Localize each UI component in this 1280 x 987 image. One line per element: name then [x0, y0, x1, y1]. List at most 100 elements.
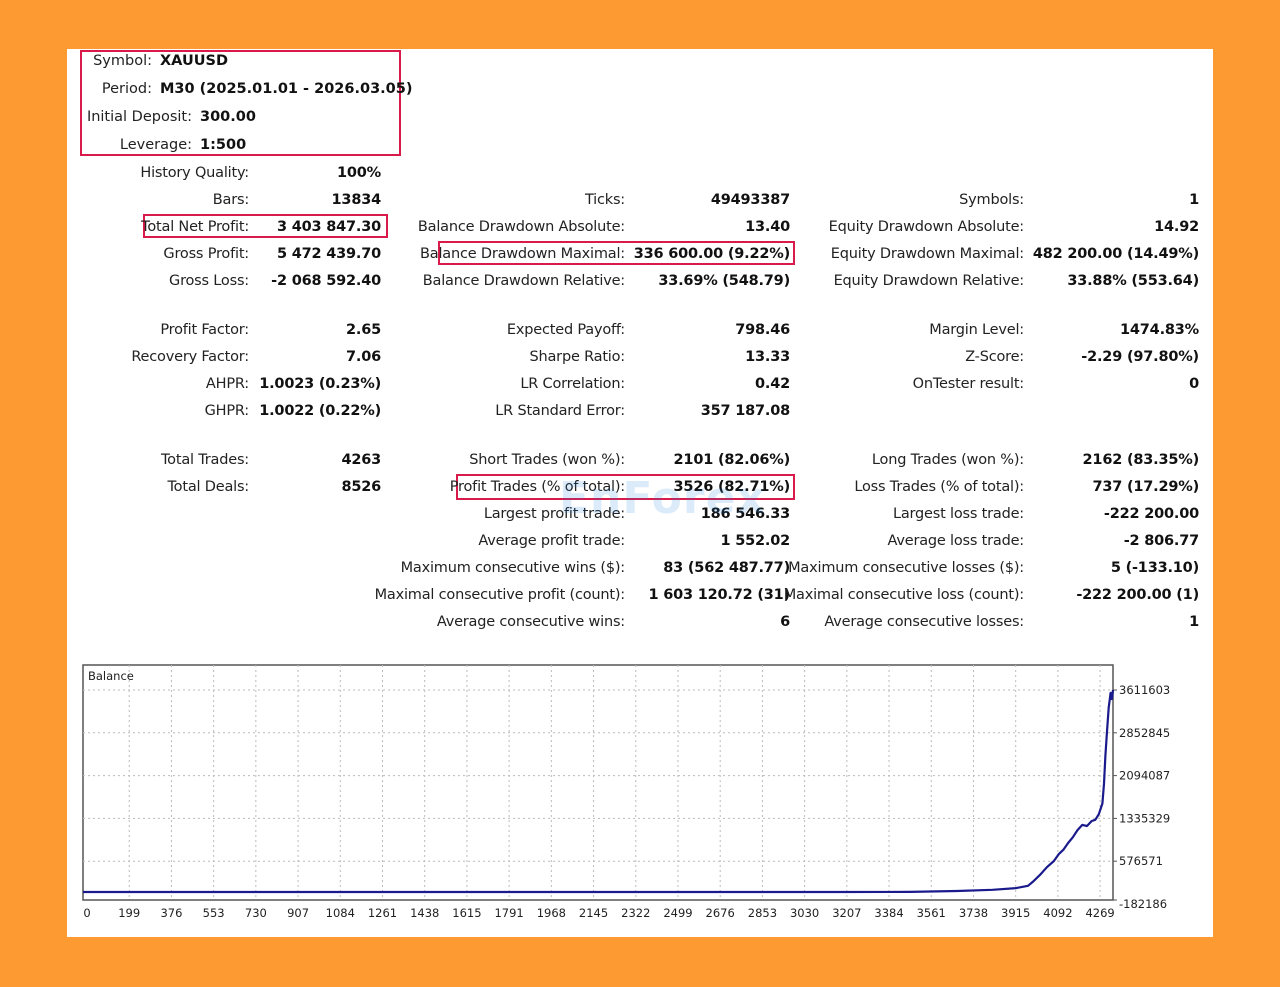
chart-x-tick-label: 2145 [579, 906, 608, 920]
leverage-label: Leverage: [119, 137, 192, 153]
chart-y-tick-label: -182186 [1119, 897, 1167, 911]
total-net-profit-label: Total Net Profit: [141, 219, 249, 235]
chart-x-tick-label: 3207 [832, 906, 861, 920]
avg-consec-wins-label: Average consecutive wins: [436, 614, 625, 630]
avg-consec-losses-label: Average consecutive losses: [824, 614, 1024, 630]
max-consec-losses-label: Maximum consecutive losses ($): [788, 560, 1024, 576]
margin-level-value: 1474.83% [1120, 322, 1199, 338]
bars-value: 13834 [331, 192, 382, 208]
balance-chart: 0 199 376 553 730 907 1084 1261 1438 1615 1791 1968… [82, 664, 1202, 926]
chart-x-tick-label: 3561 [917, 906, 946, 920]
balance-series-line [83, 689, 1115, 894]
chart-x-tick-label: 3915 [1001, 906, 1030, 920]
max-consec-wins-label: Maximum consecutive wins ($): [400, 560, 626, 576]
maximal-consec-loss-label: Maximal consecutive loss (count): [783, 587, 1024, 603]
lr-std-error-value: 357 187.08 [700, 403, 790, 419]
chart-x-tick-label: 1615 [452, 906, 481, 920]
chart-x-tick-label: 1084 [326, 906, 355, 920]
largest-loss-label: Largest loss trade: [892, 506, 1024, 522]
ticks-value: 49493387 [710, 192, 790, 208]
watermark: EnForex [559, 473, 766, 524]
average-profit-label: Average profit trade: [478, 533, 625, 549]
gross-loss-value: -2 068 592.40 [271, 273, 381, 289]
largest-profit-label: Largest profit trade: [483, 506, 625, 522]
profit-trades-label: Profit Trades (% of total): [449, 479, 625, 495]
total-trades-label: Total Trades: [160, 452, 249, 468]
chart-x-tick-label: 0 [83, 906, 90, 920]
balance-dd-rel-label: Balance Drawdown Relative: [422, 273, 625, 289]
margin-level-label: Margin Level: [929, 322, 1024, 338]
header-highlight-box [80, 50, 401, 156]
short-trades-label: Short Trades (won %): [469, 452, 625, 468]
z-score-value: -2.29 (97.80%) [1081, 349, 1199, 365]
chart-y-tick-label: 1335329 [1119, 811, 1170, 825]
history-quality-label: History Quality: [140, 165, 249, 181]
balance-dd-rel-value: 33.69% (548.79) [658, 273, 790, 289]
chart-title: Balance [88, 669, 134, 683]
chart-x-tick-label: 199 [118, 906, 140, 920]
maximal-consec-profit-label: Maximal consecutive profit (count): [374, 587, 626, 603]
ontester-result-label: OnTester result: [912, 376, 1025, 392]
gross-profit-label: Gross Profit: [163, 246, 249, 262]
balance-chart-svg: 0 199 376 553 730 907 1084 1261 1438 1615 1791 1968… [82, 664, 1170, 920]
period-label: Period: [101, 81, 152, 97]
chart-x-tick-label: 2853 [748, 906, 777, 920]
expected-payoff-value: 798.46 [735, 322, 790, 338]
ghpr-label: GHPR: [204, 403, 250, 419]
chart-x-tick-label: 2676 [706, 906, 735, 920]
max-consec-wins-value: 83 (562 487.77) [663, 560, 790, 576]
long-trades-value: 2162 (83.35%) [1082, 452, 1200, 468]
average-profit-value: 1 552.02 [720, 533, 791, 549]
equity-dd-abs-value: 14.92 [1154, 219, 1199, 235]
total-deals-label: Total Deals: [167, 479, 249, 495]
equity-dd-max-label: Equity Drawdown Maximal: [830, 246, 1024, 262]
chart-x-tick-label: 4269 [1085, 906, 1114, 920]
total-deals-value: 8526 [341, 479, 381, 495]
equity-dd-max-value: 482 200.00 (14.49%) [1032, 246, 1199, 262]
profit-factor-label: Profit Factor: [160, 322, 249, 338]
lr-std-error-label: LR Standard Error: [495, 403, 625, 419]
chart-x-tick-label: 2499 [663, 906, 692, 920]
maximal-consec-profit-value: 1 603 120.72 (31) [648, 587, 791, 603]
ahpr-value: 1.0023 (0.23%) [259, 376, 381, 392]
chart-y-tick-label: 3611603 [1119, 683, 1170, 697]
average-loss-value: -2 806.77 [1123, 533, 1200, 549]
z-score-label: Z-Score: [965, 349, 1024, 365]
sharpe-ratio-label: Sharpe Ratio: [529, 349, 626, 365]
bars-label: Bars: [212, 192, 249, 208]
balance-dd-abs-value: 13.40 [745, 219, 790, 235]
symbol-value: XAUUSD [160, 53, 228, 69]
ghpr-value: 1.0022 (0.22%) [259, 403, 381, 419]
ticks-label: Ticks: [584, 192, 625, 208]
chart-x-tick-label: 376 [160, 906, 182, 920]
symbol-label: Symbol: [93, 53, 152, 69]
gross-loss-label: Gross Loss: [169, 273, 249, 289]
equity-dd-rel-value: 33.88% (553.64) [1067, 273, 1199, 289]
period-value: M30 (2025.01.01 - 2026.03.05) [160, 81, 413, 97]
balance-dd-max-label: Balance Drawdown Maximal: [420, 246, 625, 262]
symbols-value: 1 [1189, 192, 1199, 208]
equity-dd-rel-label: Equity Drawdown Relative: [833, 273, 1025, 289]
loss-trades-value: 737 (17.29%) [1092, 479, 1199, 495]
chart-x-tick-label: 2322 [621, 906, 650, 920]
long-trades-label: Long Trades (won %): [871, 452, 1024, 468]
balance-dd-max-highlight-box [438, 241, 795, 265]
recovery-factor-label: Recovery Factor: [131, 349, 249, 365]
max-consec-losses-value: 5 (-133.10) [1110, 560, 1199, 576]
chart-frame [82, 664, 1114, 901]
profit-factor-value: 2.65 [346, 322, 381, 338]
lr-correlation-value: 0.42 [755, 376, 790, 392]
ontester-result-value: 0 [1189, 376, 1199, 392]
gross-profit-value: 5 472 439.70 [276, 246, 381, 262]
report-card: Symbol: XAUUSD Period: M30 (2025.01.01 -… [67, 49, 1213, 937]
largest-profit-value: 186 546.33 [700, 506, 790, 522]
total-trades-value: 4263 [341, 452, 381, 468]
profit-trades-value: 3526 (82.71%) [673, 479, 791, 495]
lr-correlation-label: LR Correlation: [520, 376, 625, 392]
deposit-value: 300.00 [200, 109, 256, 125]
chart-x-tick-label: 907 [287, 906, 309, 920]
balance-dd-abs-label: Balance Drawdown Absolute: [417, 219, 625, 235]
equity-dd-abs-label: Equity Drawdown Absolute: [828, 219, 1025, 235]
chart-y-tick-label: 2852845 [1119, 726, 1170, 740]
chart-x-tick-label: 1791 [494, 906, 523, 920]
